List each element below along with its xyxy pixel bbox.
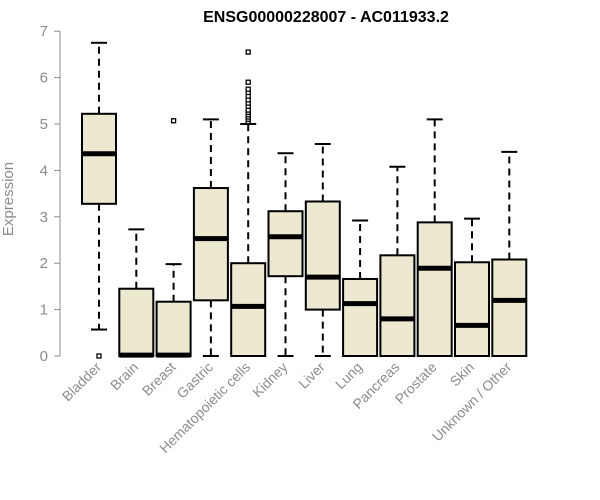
y-tick-label: 5 [40,116,48,133]
outlier-point [245,86,251,92]
y-tick-label: 1 [40,302,48,319]
x-tick-label: Breast [139,359,179,399]
y-tick-label: 2 [40,255,48,272]
box-bladder [81,41,117,359]
y-axis-label: Expression [0,162,17,236]
x-tick-label: Brain [107,359,141,393]
box-kidney [267,152,304,357]
iqr-box [491,258,528,358]
box-gastric [192,118,229,357]
outlier-point [245,49,251,55]
y-tick-label: 0 [40,348,48,365]
box-liver [304,142,341,357]
outlier-point [96,353,102,359]
outlier-point [245,79,251,85]
iqr-box [81,112,117,205]
x-tick-label: Liver [295,359,328,392]
iqr-box [267,210,304,278]
box-pancreas [379,165,416,357]
box-skin [454,217,490,357]
box-lung [342,219,379,358]
iqr-box [155,300,192,358]
iqr-box [379,254,416,357]
iqr-box [454,261,490,357]
x-tick-label: Bladder [59,359,105,405]
box-unknown-other [491,150,528,358]
box-hematopoietic-cells [230,49,267,358]
x-tick-label: Lung [332,359,365,392]
y-tick-label: 3 [40,209,48,226]
y-tick-label: 6 [40,70,48,87]
y-tick-label: 4 [40,162,48,179]
iqr-box [304,200,341,311]
y-axis: 0 1 2 3 4 5 6 7 [40,23,61,365]
x-tick-label: Kidney [249,359,291,401]
x-tick-label: Skin [447,359,478,390]
box-breast [155,118,192,358]
iqr-box [192,187,229,302]
box-brain [118,228,155,358]
box-prostate [416,118,453,357]
x-tick-label: Prostate [392,359,440,407]
boxes [81,41,528,359]
outlier-point [170,118,177,124]
y-tick-label: 7 [40,23,48,40]
iqr-box [230,262,267,358]
iqr-box [416,221,453,357]
iqr-box [342,277,379,358]
iqr-box [118,287,155,357]
chart-title: ENSG00000228007 - AC011933.2 [203,9,449,26]
